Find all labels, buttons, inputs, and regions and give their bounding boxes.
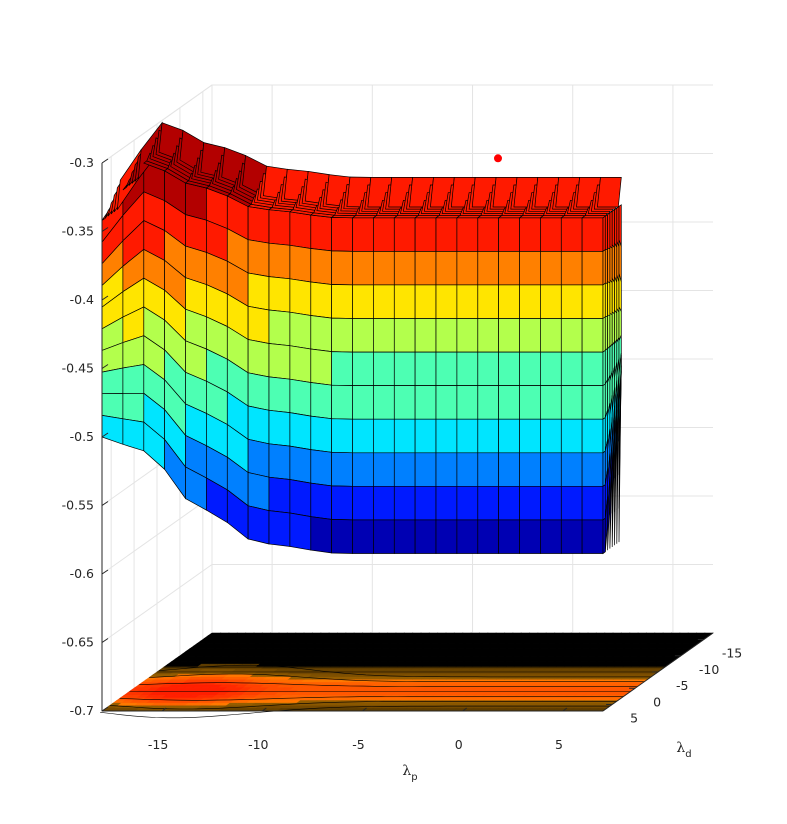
- axis-labels: λp λd: [402, 740, 691, 783]
- y-axis-label: λd: [676, 740, 691, 760]
- x-tick-label: -10: [248, 737, 268, 752]
- y-tick-label: -10: [699, 662, 719, 677]
- x-tick-mark: [362, 707, 367, 712]
- surface-patches: [101, 121, 622, 555]
- x-tick-label: 5: [555, 737, 563, 752]
- z-tick-label: -0.4: [70, 292, 94, 307]
- x-tick-mark: [161, 707, 167, 712]
- z-tick-mark: [101, 432, 109, 438]
- z-tick-label: -0.5: [70, 429, 94, 444]
- x-tick-label: -15: [148, 737, 168, 752]
- grid-z-7: [101, 564, 713, 643]
- peak-marker-dot: [493, 154, 502, 163]
- y-tick-label: -15: [722, 646, 742, 661]
- y-tick-label: 0: [653, 694, 661, 709]
- z-tick-label: -0.6: [70, 566, 94, 581]
- z-tick-label: -0.65: [62, 635, 94, 650]
- z-tick-mark: [101, 706, 109, 712]
- x-tick-mark: [462, 707, 468, 712]
- y-tick-label: -5: [676, 678, 688, 693]
- x-tick-mark: [562, 707, 568, 712]
- z-tick-mark: [101, 569, 109, 575]
- z-tick-mark: [101, 158, 109, 164]
- axes: -0.3 -0.35 -0.4 -0.45 -0.5 -0.55 -0.6 -0.65 -0.7…: [62, 155, 743, 752]
- floor-contour-9: [158, 664, 652, 678]
- x-axis-label: λp: [402, 763, 417, 783]
- z-tick-mark: [101, 364, 109, 369]
- z-tick-label: -0.55: [62, 498, 94, 513]
- z-tick-label: -0.45: [62, 361, 94, 376]
- z-tick-label: -0.7: [70, 703, 94, 718]
- floor-contour-13: [119, 696, 624, 701]
- peak-marker: [493, 154, 502, 163]
- x-tick-label: 0: [455, 737, 463, 752]
- z-tick-mark: [101, 227, 109, 232]
- floor-contour-15: [100, 705, 610, 719]
- z-tick-label: -0.3: [70, 155, 94, 170]
- z-tick-mark: [101, 295, 109, 301]
- floor-contour-14: [109, 700, 617, 710]
- z-tick-label: -0.35: [62, 224, 94, 239]
- floor-contour-10: [149, 673, 645, 683]
- y-tick-label: 5: [630, 711, 638, 726]
- floor-contour-11: [139, 682, 638, 687]
- z-tick-mark: [101, 638, 109, 643]
- x-tick-mark: [262, 707, 267, 712]
- z-tick-mark: [101, 501, 109, 506]
- contour-projection-floor: [100, 632, 714, 719]
- x-tick-label: -5: [352, 737, 364, 752]
